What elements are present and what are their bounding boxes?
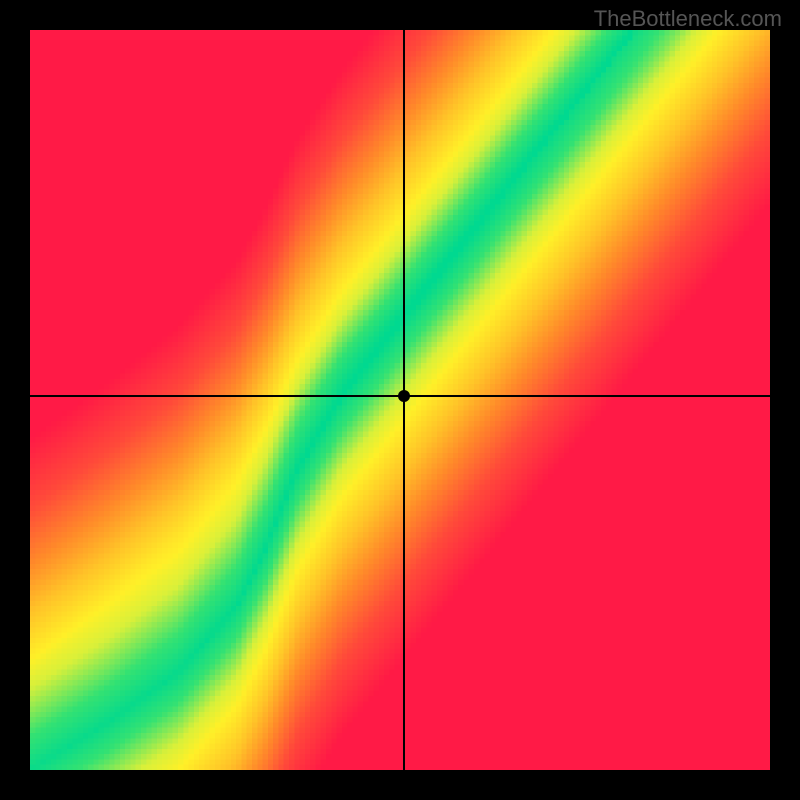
bottleneck-heatmap-frame <box>30 30 770 770</box>
watermark-text: TheBottleneck.com <box>594 6 782 32</box>
bottleneck-heatmap <box>30 30 770 770</box>
